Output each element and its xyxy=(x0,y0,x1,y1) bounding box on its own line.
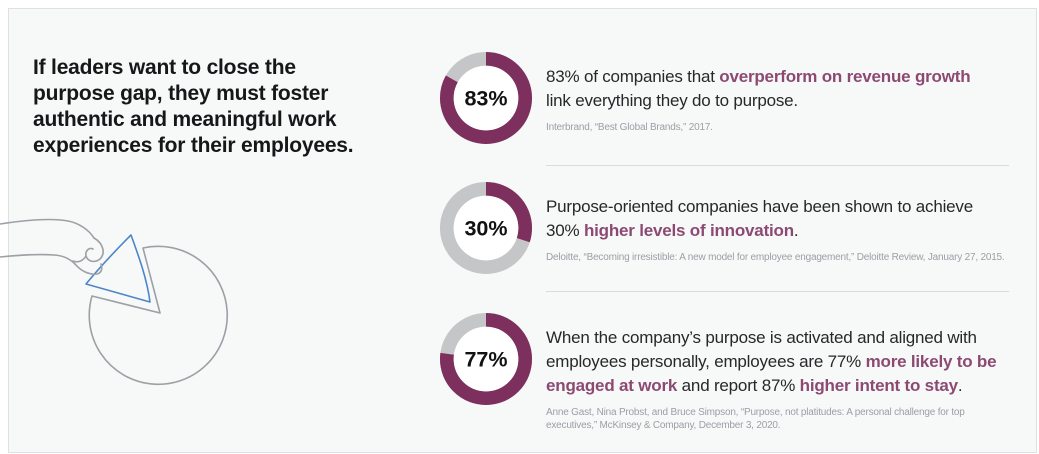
pie-chart-outline xyxy=(88,245,229,386)
stat-text: When the company’s purpose is activated … xyxy=(546,328,997,395)
donut-chart-83-percent: 83% xyxy=(439,51,533,145)
stat-citation: Deloitte, “Becoming irresistible: A new … xyxy=(546,252,1005,263)
hand-arm-bottom-line xyxy=(0,253,76,265)
stat-block-77: 77% When the company’s purpose is activa… xyxy=(439,312,1019,432)
headline: If leaders want to close the purpose gap… xyxy=(33,56,354,157)
hand-finger-line xyxy=(72,255,87,263)
donut-hole xyxy=(453,65,519,131)
section-divider xyxy=(546,291,1009,292)
donut-percent-label: 83% xyxy=(464,86,507,110)
hand-arm-top-line xyxy=(0,218,95,239)
stat-block-83: 83% 83% of companies that overperform on… xyxy=(439,51,1019,145)
section-divider xyxy=(546,165,1009,166)
stat-copy: Purpose-oriented companies have been sho… xyxy=(546,181,1019,264)
hand-thumb-line xyxy=(74,263,103,275)
donut-hole xyxy=(453,195,519,261)
stat-copy: 83% of companies that overperform on rev… xyxy=(546,51,1019,134)
stat-copy: When the company’s purpose is activated … xyxy=(546,312,1019,432)
donut-percent-label: 77% xyxy=(464,347,507,371)
infographic-panel: If leaders want to close the purpose gap… xyxy=(0,8,1037,453)
stat-text: Purpose-oriented companies have been sho… xyxy=(546,197,973,240)
stat-block-30: 30% Purpose-oriented companies have been… xyxy=(439,181,1019,275)
donut-chart-77-percent: 77% xyxy=(439,312,533,406)
pie-slice-outline xyxy=(85,234,151,303)
hand-finger-curl xyxy=(85,237,104,263)
stat-text: 83% of companies that overperform on rev… xyxy=(546,67,971,110)
stat-citation: Interbrand, “Best Global Brands,” 2017. xyxy=(546,122,713,133)
stat-citation: Anne Gast, Nina Probst, and Bruce Simpso… xyxy=(546,407,965,431)
donut-chart-30-percent: 30% xyxy=(439,181,533,275)
donut-hole xyxy=(453,326,519,392)
hand-pie-illustration xyxy=(0,218,229,386)
donut-percent-label: 30% xyxy=(464,216,507,240)
